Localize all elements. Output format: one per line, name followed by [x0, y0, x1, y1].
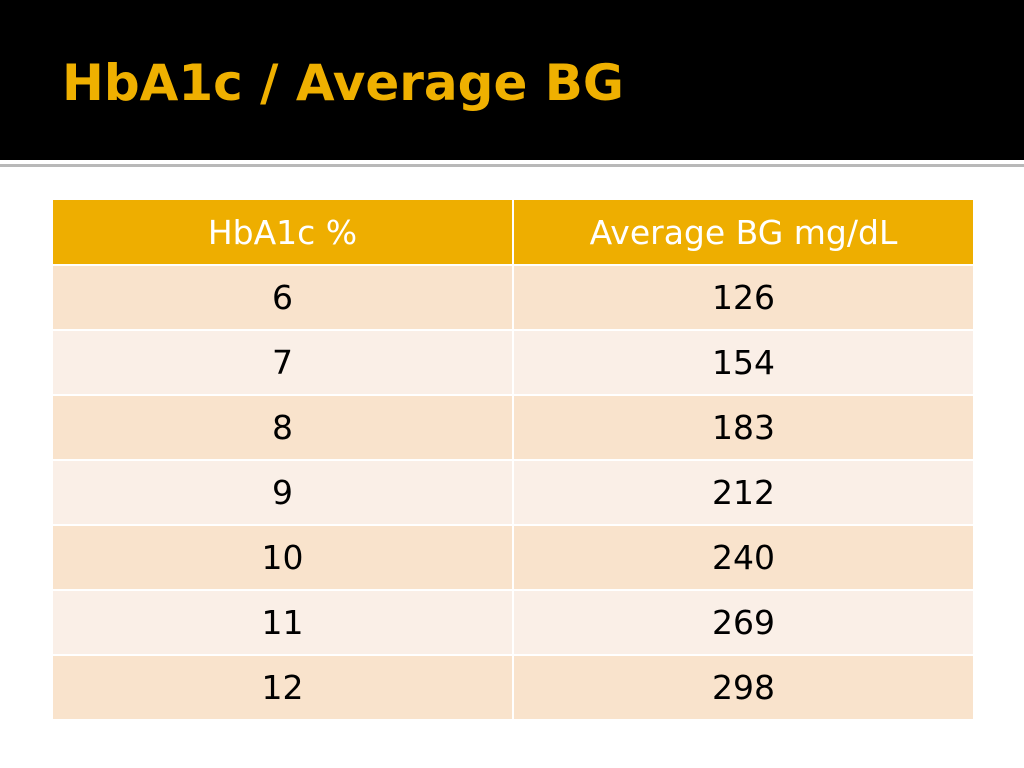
table-row: 11 269 — [51, 589, 975, 656]
title-divider-line — [0, 164, 1024, 167]
cell-average-bg: 298 — [512, 654, 975, 721]
slide-title: HbA1c / Average BG — [62, 54, 624, 112]
title-bar: HbA1c / Average BG — [0, 0, 1024, 160]
cell-hba1c: 8 — [51, 394, 514, 461]
cell-average-bg: 269 — [512, 589, 975, 656]
cell-hba1c: 7 — [51, 329, 514, 396]
cell-hba1c: 6 — [51, 264, 514, 331]
table-row: 6 126 — [51, 264, 975, 331]
table-header-row: HbA1c % Average BG mg/dL — [51, 198, 975, 266]
header-hba1c: HbA1c % — [51, 198, 514, 266]
table-row: 12 298 — [51, 654, 975, 721]
cell-average-bg: 126 — [512, 264, 975, 331]
cell-hba1c: 11 — [51, 589, 514, 656]
cell-hba1c: 10 — [51, 524, 514, 591]
cell-hba1c: 9 — [51, 459, 514, 526]
cell-average-bg: 240 — [512, 524, 975, 591]
header-average-bg: Average BG mg/dL — [512, 198, 975, 266]
table-row: 7 154 — [51, 329, 975, 396]
title-divider-gap — [0, 160, 1024, 164]
table-row: 8 183 — [51, 394, 975, 461]
hba1c-table: HbA1c % Average BG mg/dL 6 126 7 154 8 1… — [51, 198, 975, 721]
cell-average-bg: 212 — [512, 459, 975, 526]
cell-average-bg: 154 — [512, 329, 975, 396]
table-row: 10 240 — [51, 524, 975, 591]
cell-average-bg: 183 — [512, 394, 975, 461]
cell-hba1c: 12 — [51, 654, 514, 721]
table-row: 9 212 — [51, 459, 975, 526]
